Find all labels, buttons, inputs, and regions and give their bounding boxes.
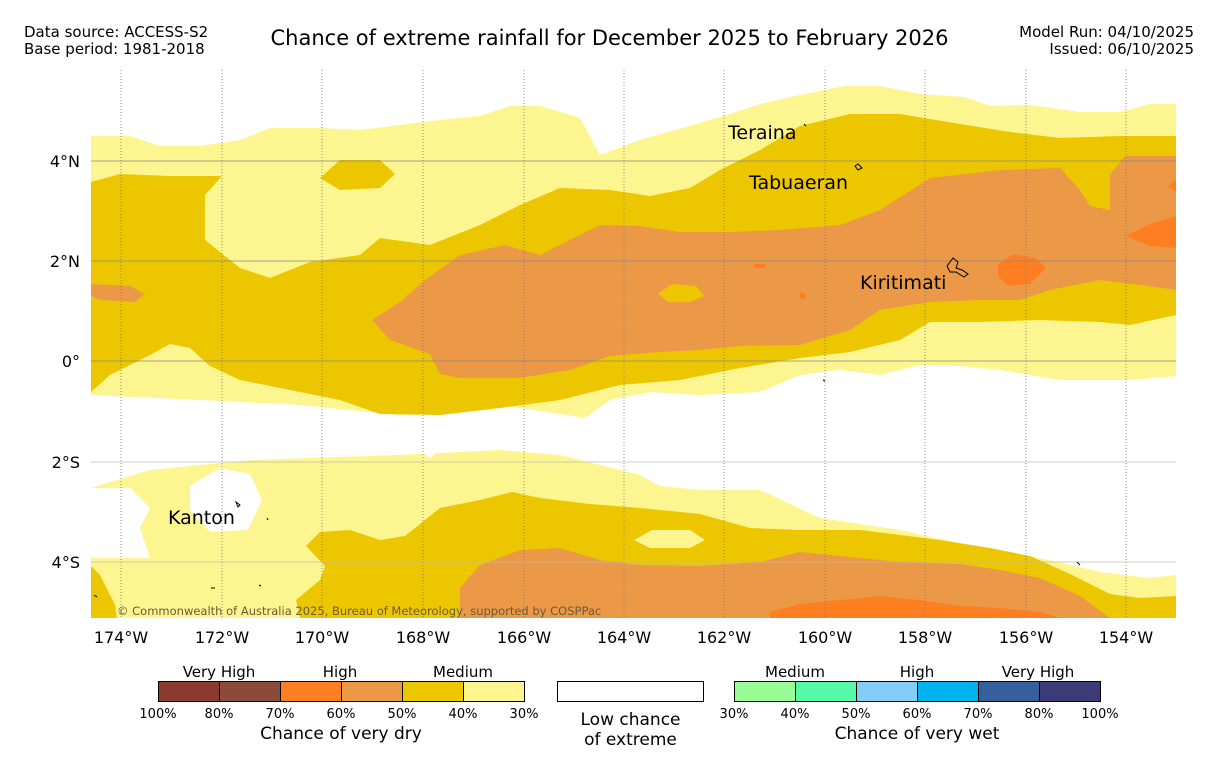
lon-label: 158°W [898, 628, 953, 647]
low-chance-mid [415, 426, 505, 458]
lon-label: 160°W [798, 628, 853, 647]
dry-high-light-west [91, 284, 145, 302]
lon-label: 166°W [497, 628, 552, 647]
place-label-tabuaeran: Tabuaeran [748, 172, 848, 194]
lat-label: 4°S [52, 553, 80, 572]
place-label-teraina: Teraina [727, 122, 797, 144]
legend-dry-tick: 100% [139, 707, 177, 722]
rainfall-map: Teraina Tabuaeran Kiritimati Kanton © Co… [50, 70, 1176, 647]
legend-dry-swatch [341, 681, 403, 702]
lat-label: 2°S [52, 453, 80, 472]
low-chance-west [91, 488, 150, 558]
legend-wet-swatch [795, 681, 857, 702]
legend-dry-swatch [463, 681, 525, 702]
legend-wet-tick: 50% [841, 707, 871, 722]
teraina-island [803, 123, 807, 127]
dry-high-light-south [460, 548, 1110, 618]
legend-wet-heading: Medium [765, 663, 825, 681]
legend-dry-tick: 60% [326, 707, 356, 722]
dry-high-spot [754, 264, 766, 268]
legend-wet-swatch [856, 681, 918, 702]
issued-label: Issued: 06/10/2025 [1049, 40, 1194, 58]
legend-low-chance-caption: Low chance of extreme [540, 710, 721, 750]
legend-dry-swatch [158, 681, 220, 702]
dry-high-region-south [770, 596, 1060, 618]
legend-dry-tick: 40% [448, 707, 478, 722]
legend-wet-caption: Chance of very wet [834, 724, 1000, 744]
legend-dry-swatch [219, 681, 281, 702]
legend-wet-tick: 60% [902, 707, 932, 722]
dry-medium-southwest [91, 566, 117, 618]
legend-wet-tick: 70% [963, 707, 993, 722]
place-label-kanton: Kanton [168, 507, 235, 529]
dry-medium-island [320, 160, 395, 190]
dry-high-light-region [372, 156, 1176, 378]
low-chance-region [565, 365, 1176, 578]
dry-medium-patch [658, 284, 704, 302]
island-dot [93, 594, 98, 598]
legend-wet-swatch [978, 681, 1040, 702]
chart-title: Chance of extreme rainfall for December … [270, 26, 949, 50]
dry-high-spot [800, 292, 806, 300]
legend-wet-heading: High [899, 663, 935, 681]
island-dot [822, 379, 826, 382]
grid-lines [91, 70, 1176, 618]
header-run-block: Model Run: 04/10/2025 Issued: 06/10/2025 [1019, 24, 1194, 58]
legend-dry-tick: 80% [204, 707, 234, 722]
tabuaeran-island [854, 163, 863, 171]
dry-medium-light-patch [634, 530, 705, 548]
legend-wet-tick: 100% [1081, 707, 1119, 722]
legend-wet-tick: 30% [719, 707, 749, 722]
dry-high-region-edge [1168, 180, 1176, 192]
lat-label: 0° [62, 352, 80, 371]
low-chance-kanton [190, 468, 262, 532]
lon-label: 156°W [999, 628, 1054, 647]
legend-dry-tick: 50% [387, 707, 417, 722]
legend-dry-heading: Medium [433, 663, 493, 681]
legend-wet-swatch [1039, 681, 1101, 702]
copyright-notice: © Commonwealth of Australia 2025, Bureau… [117, 604, 601, 618]
kiritimati-island [946, 257, 969, 278]
legend-wet-heading: Very High [1001, 663, 1075, 681]
legend-dry-heading: High [322, 663, 358, 681]
legend-wet-tick: 80% [1024, 707, 1054, 722]
lon-labels: 174°W 172°W 170°W 168°W 166°W 164°W 162°… [94, 628, 1154, 647]
base-period-label: Base period: 1981-2018 [24, 40, 205, 58]
lat-label: 2°N [50, 252, 80, 271]
legend-dry-swatch [402, 681, 464, 702]
lon-label: 154°W [1099, 628, 1154, 647]
lon-label: 162°W [697, 628, 752, 647]
place-label-kiritimati: Kiritimati [860, 272, 946, 294]
legend-wet-swatch [734, 681, 796, 702]
lon-label: 172°W [195, 628, 250, 647]
lon-label: 170°W [295, 628, 350, 647]
islands [93, 123, 1081, 598]
legend-dry-tick: 70% [265, 707, 295, 722]
model-run-label: Model Run: 04/10/2025 [1019, 23, 1194, 41]
lon-label: 168°W [396, 628, 451, 647]
lon-label: 174°W [94, 628, 149, 647]
lat-label: 4°N [50, 152, 80, 171]
legend-wet-tick: 40% [780, 707, 810, 722]
dry-high-region-kiritimati [998, 254, 1046, 286]
legend-low-chance-swatch [557, 681, 704, 702]
legend-wet-swatch [917, 681, 979, 702]
legend-low-chance-line1: Low chance [580, 710, 681, 730]
island-dot [266, 517, 269, 521]
legend-dry-swatch [280, 681, 342, 702]
legend-dry-tick: 30% [509, 707, 539, 722]
legend-dry-heading: Very High [182, 663, 256, 681]
island-dot [1076, 561, 1081, 566]
island-dot [258, 584, 262, 587]
dry-high-region-east [1126, 216, 1176, 248]
data-source-label: Data source: ACCESS-S2 [24, 23, 209, 41]
header-source-block: Data source: ACCESS-S2 Base period: 1981… [24, 24, 208, 58]
kanton-island [234, 500, 241, 508]
legend-low-chance-line2: of extreme [584, 730, 677, 750]
legend-dry-caption: Chance of very dry [260, 724, 422, 744]
lon-label: 164°W [597, 628, 652, 647]
